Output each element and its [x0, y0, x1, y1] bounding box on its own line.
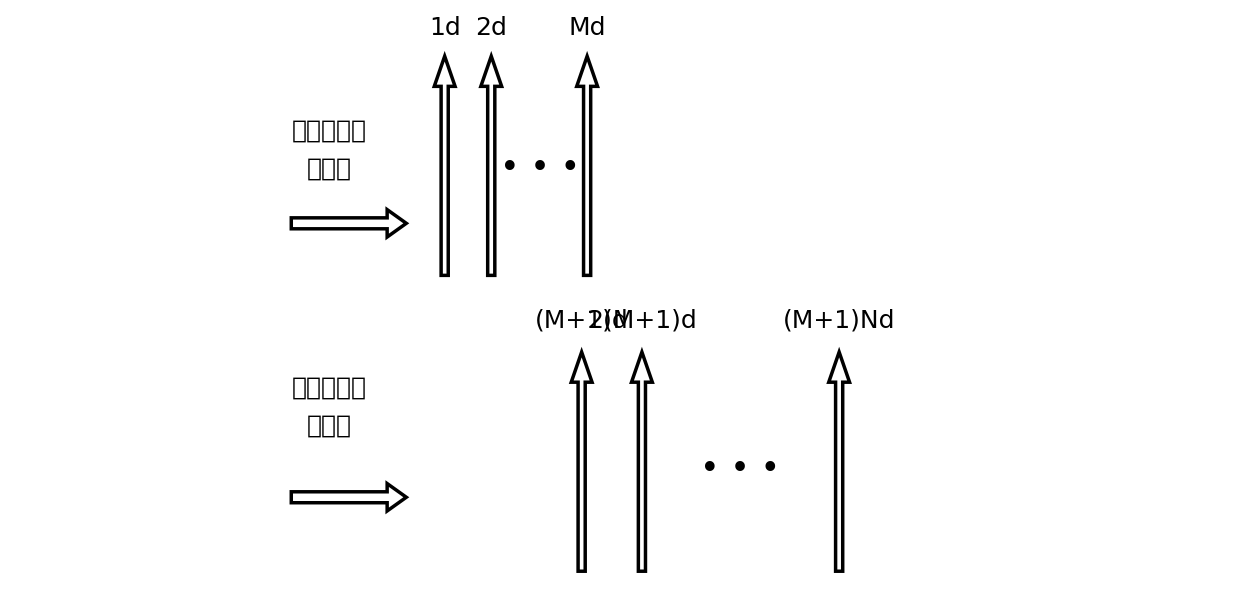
FancyArrow shape	[291, 483, 407, 511]
Text: • • •: • • •	[501, 152, 580, 185]
Text: 2d: 2d	[475, 16, 507, 40]
Text: Md: Md	[568, 16, 606, 40]
FancyArrow shape	[434, 56, 455, 276]
Text: (M+1)d: (M+1)d	[534, 309, 629, 333]
Text: 1d: 1d	[429, 16, 460, 40]
FancyArrow shape	[631, 352, 652, 571]
FancyArrow shape	[291, 210, 407, 237]
FancyArrow shape	[828, 352, 849, 571]
Text: 性阵列: 性阵列	[308, 414, 352, 438]
Text: 性阵列: 性阵列	[308, 156, 352, 180]
FancyArrow shape	[481, 56, 502, 276]
Text: 第一均匀线: 第一均匀线	[293, 118, 367, 142]
Text: 2(M+1)d: 2(M+1)d	[587, 309, 697, 333]
Text: 第二均匀线: 第二均匀线	[293, 376, 367, 400]
Text: (M+1)Nd: (M+1)Nd	[782, 309, 895, 333]
FancyArrow shape	[577, 56, 598, 276]
FancyArrow shape	[572, 352, 591, 571]
Text: • • •: • • •	[701, 453, 781, 486]
